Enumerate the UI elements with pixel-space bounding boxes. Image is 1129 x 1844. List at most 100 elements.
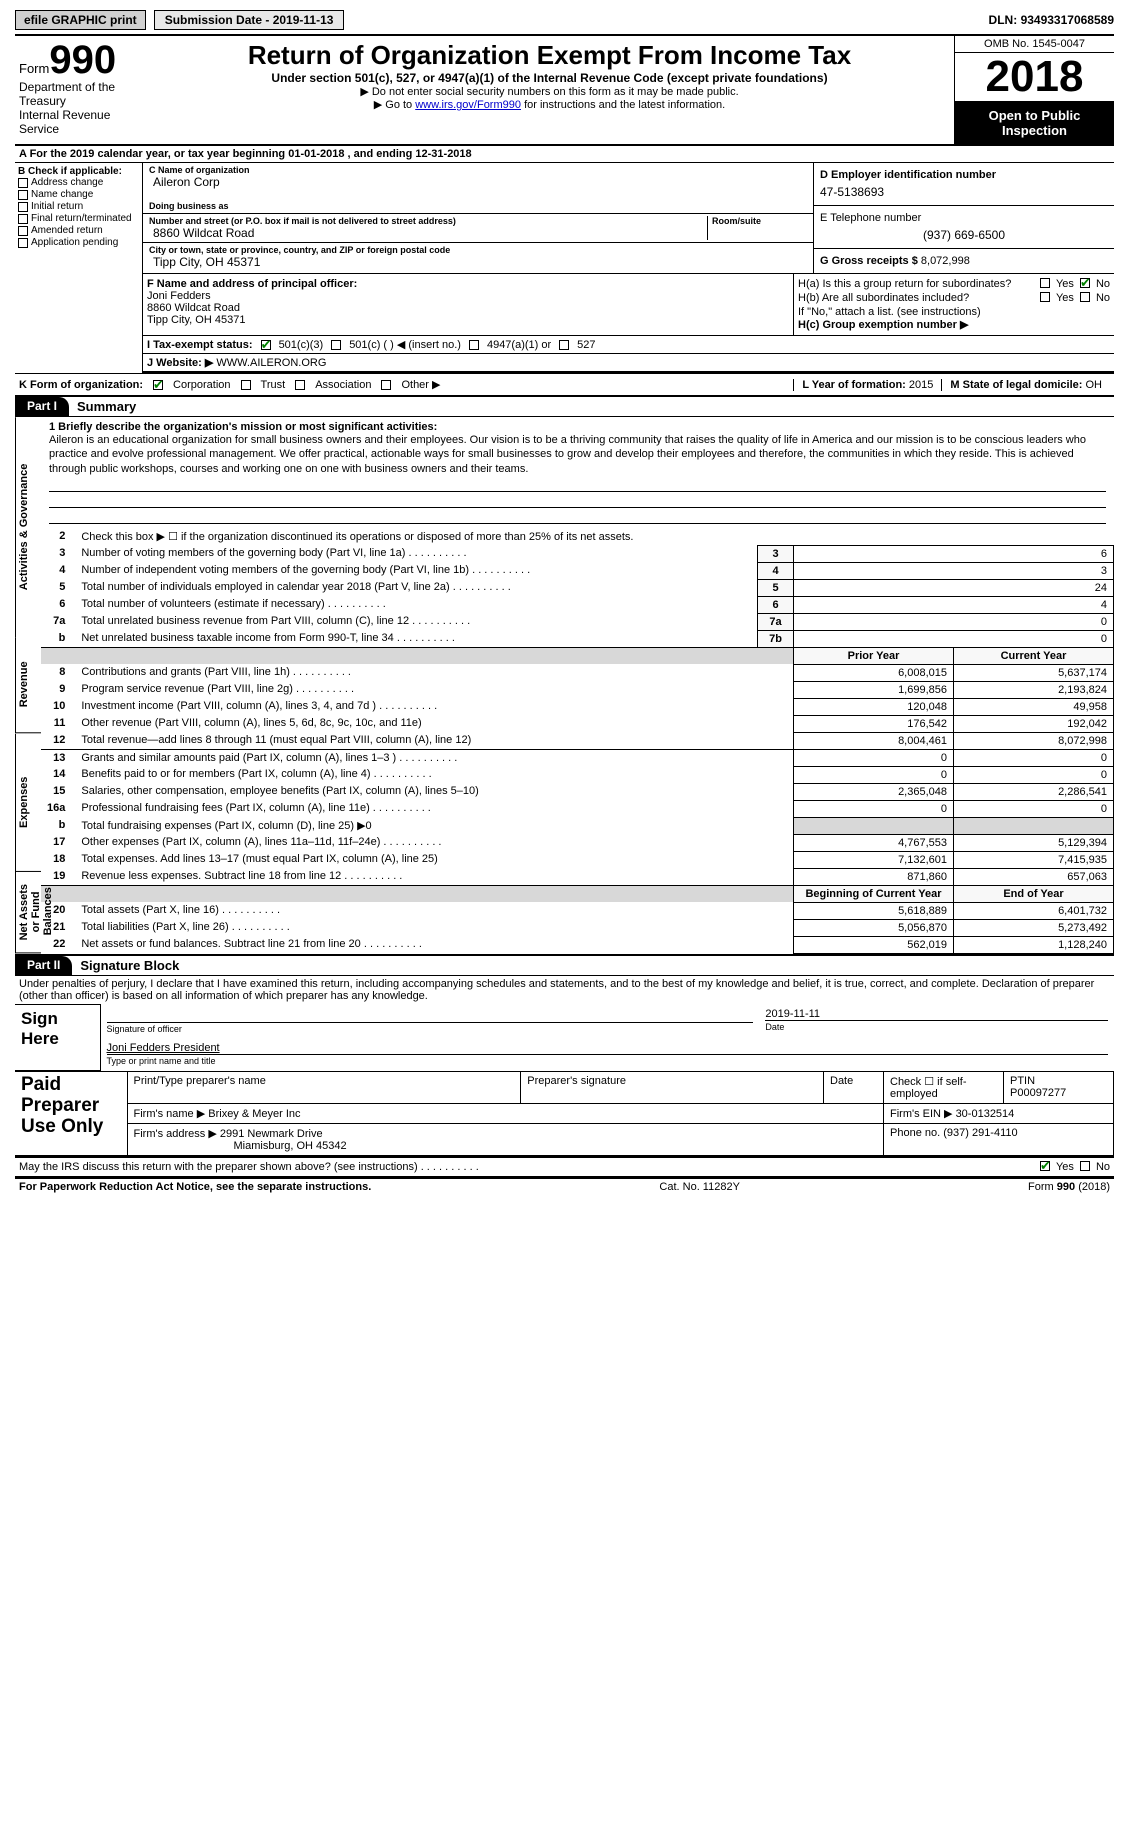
irs-link[interactable]: www.irs.gov/Form990 — [415, 99, 521, 111]
rev-12-n: 12 — [41, 732, 75, 749]
discuss-no-chk[interactable] — [1080, 1161, 1090, 1171]
ag-7b-val: 0 — [794, 630, 1114, 647]
i-527-chk[interactable] — [559, 340, 569, 350]
org-city: Tipp City, OH 45371 — [149, 255, 807, 269]
rev-11-n: 11 — [41, 715, 75, 732]
org-name: Aileron Corp — [149, 175, 807, 189]
firm-name-lbl: Firm's name ▶ — [134, 1108, 206, 1120]
chk-name-change[interactable] — [18, 190, 28, 200]
hb-label: H(b) Are all subordinates included? — [798, 292, 969, 304]
website: WWW.AILERON.ORG — [216, 357, 326, 369]
exp-14-p: 0 — [794, 766, 954, 783]
exp-14-c: 0 — [954, 766, 1114, 783]
d-label: D Employer identification number — [820, 169, 1108, 181]
prep-self-emp: Check ☐ if self-employed — [884, 1071, 1004, 1103]
submission-date-button[interactable]: Submission Date - 2019-11-13 — [154, 10, 345, 30]
k-other-chk[interactable] — [381, 380, 391, 390]
firm-addr2: Miamisburg, OH 45342 — [134, 1140, 347, 1152]
note-ssn: ▶ Do not enter social security numbers o… — [153, 85, 946, 98]
uline-2 — [49, 494, 1106, 508]
net-22-lbl: Net assets or fund balances. Subtract li… — [75, 936, 793, 953]
k-trust-chk[interactable] — [241, 380, 251, 390]
k-opt-3: Other ▶ — [401, 378, 440, 391]
chk-address-change[interactable] — [18, 178, 28, 188]
ha-no-chk[interactable] — [1080, 278, 1090, 288]
k-opt-2: Association — [315, 379, 371, 391]
state-domicile: OH — [1086, 379, 1103, 391]
chk-amended[interactable] — [18, 226, 28, 236]
rev-10-p: 120,048 — [794, 698, 954, 715]
officer-name: Joni Fedders — [147, 290, 789, 302]
ha-yes-chk[interactable] — [1040, 278, 1050, 288]
l-label: L Year of formation: — [802, 379, 906, 391]
f-label: F Name and address of principal officer: — [147, 278, 789, 290]
section-f: F Name and address of principal officer:… — [143, 274, 794, 335]
j-label: J Website: ▶ — [147, 357, 213, 369]
rev-8-n: 8 — [41, 664, 75, 681]
chk-initial[interactable] — [18, 202, 28, 212]
firm-addr-lbl: Firm's address ▶ — [134, 1128, 217, 1140]
firm-name: Brixey & Meyer Inc — [208, 1108, 300, 1120]
discuss-yes-chk[interactable] — [1040, 1161, 1050, 1171]
i-501c-chk[interactable] — [331, 340, 341, 350]
side-tab-net: Net Assets or Fund Balances — [15, 871, 41, 953]
hdr-prior: Prior Year — [794, 647, 954, 664]
discuss-yes: Yes — [1056, 1161, 1074, 1173]
hb-no-chk[interactable] — [1080, 292, 1090, 302]
rev-8-lbl: Contributions and grants (Part VIII, lin… — [75, 664, 793, 681]
exp-16a-n: 16a — [41, 800, 75, 817]
open-to-public: Open to Public Inspection — [955, 102, 1114, 144]
exp-16b-lbl: Total fundraising expenses (Part IX, col… — [75, 817, 793, 834]
b-item-2: Initial return — [31, 201, 83, 212]
k-corp-chk[interactable] — [153, 380, 163, 390]
org-address: 8860 Wildcat Road — [149, 226, 707, 240]
officer-name-title: Joni Fedders President — [107, 1042, 1109, 1054]
type-name-label: Type or print name and title — [107, 1054, 1109, 1066]
c-room-label: Room/suite — [712, 216, 807, 226]
hb-yes-chk[interactable] — [1040, 292, 1050, 302]
footer-right-form: 990 — [1057, 1181, 1075, 1193]
m-label: M State of legal domicile: — [950, 379, 1082, 391]
net-20-p: 5,618,889 — [794, 902, 954, 919]
ptin-val: P00097277 — [1010, 1087, 1107, 1099]
exp-17-n: 17 — [41, 834, 75, 851]
side-tab-revenue: Revenue — [15, 637, 41, 733]
ha-yes: Yes — [1056, 278, 1074, 290]
footer-mid: Cat. No. 11282Y — [659, 1181, 740, 1193]
exp-16a-p: 0 — [794, 800, 954, 817]
chk-final[interactable] — [18, 214, 28, 224]
form-990-page: efile GRAPHIC print Submission Date - 20… — [0, 0, 1129, 1205]
form-number: 990 — [49, 40, 116, 80]
b-item-3: Final return/terminated — [31, 213, 132, 224]
c-dba-label: Doing business as — [149, 201, 807, 211]
footer: For Paperwork Reduction Act Notice, see … — [15, 1178, 1114, 1195]
ein: 47-5138693 — [820, 181, 1108, 199]
dln-label: DLN: — [989, 13, 1018, 27]
exp-15-c: 2,286,541 — [954, 783, 1114, 800]
exp-18-p: 7,132,601 — [794, 851, 954, 868]
gross-receipts: 8,072,998 — [921, 255, 970, 267]
a-begin: 01-01-2018 — [288, 148, 344, 160]
i-501c3-chk[interactable] — [261, 340, 271, 350]
i-opt2: 501(c) ( ) ◀ (insert no.) — [349, 338, 461, 351]
efile-print-button[interactable]: efile GRAPHIC print — [15, 10, 146, 30]
officer-city: Tipp City, OH 45371 — [147, 314, 789, 326]
prep-sig-lbl: Preparer's signature — [521, 1071, 824, 1103]
ha-no: No — [1096, 278, 1110, 290]
exp-13-lbl: Grants and similar amounts paid (Part IX… — [75, 749, 793, 766]
k-label: K Form of organization: — [19, 379, 143, 391]
net-20-lbl: Total assets (Part X, line 16) — [75, 902, 793, 919]
rev-9-n: 9 — [41, 681, 75, 698]
part1-title: Summary — [69, 397, 144, 416]
ag-7b-box: 7b — [758, 630, 794, 647]
chk-pending[interactable] — [18, 238, 28, 248]
net-22-c: 1,128,240 — [954, 936, 1114, 953]
exp-15-p: 2,365,048 — [794, 783, 954, 800]
b-item-5: Application pending — [31, 237, 118, 248]
declaration: Under penalties of perjury, I declare th… — [15, 976, 1114, 1004]
exp-18-lbl: Total expenses. Add lines 13–17 (must eq… — [75, 851, 793, 868]
k-assoc-chk[interactable] — [295, 380, 305, 390]
firm-addr1: 2991 Newmark Drive — [220, 1128, 323, 1140]
i-4947-chk[interactable] — [469, 340, 479, 350]
section-i: I Tax-exempt status: 501(c)(3) 501(c) ( … — [147, 338, 1110, 351]
